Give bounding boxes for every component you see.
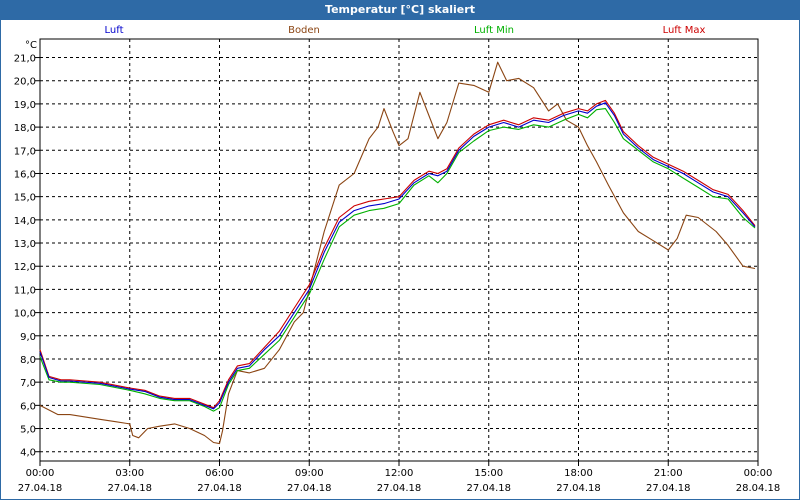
- x-tick-time: 18:00: [564, 468, 593, 479]
- y-tick-label: 20,0: [14, 77, 36, 88]
- x-tick-time: 03:00: [115, 468, 144, 479]
- y-tick-label: 11,0: [14, 285, 36, 296]
- y-tick-label: 10,0: [14, 309, 36, 320]
- y-tick-label: 13,0: [14, 239, 36, 250]
- chart-area: Luft Boden Luft Min Luft Max °C 4,0 5,0 6,0 7,0…: [0, 20, 800, 500]
- x-tick-date: 27.04.18: [287, 483, 332, 494]
- x-tick-time: 00:00: [744, 468, 773, 479]
- x-tick-date: 27.04.18: [107, 483, 152, 494]
- legend-item: Boden: [288, 25, 320, 36]
- y-tick-label: 21,0: [14, 54, 36, 65]
- x-tick-time: 09:00: [295, 468, 324, 479]
- x-tick-date: 27.04.18: [646, 483, 691, 494]
- y-tick-label: 16,0: [14, 169, 36, 180]
- x-tick-date: 27.04.18: [18, 483, 63, 494]
- y-tick-label: 6,0: [20, 401, 36, 412]
- y-axis: °C 4,0 5,0 6,0 7,0 8,0 9,0 10,0 11,0 12,0 13,0 14,0…: [14, 40, 40, 459]
- y-tick-label: 8,0: [20, 355, 36, 366]
- x-tick-time: 00:00: [26, 468, 55, 479]
- series-line-luft: [39, 102, 756, 410]
- x-tick-time: 06:00: [205, 468, 234, 479]
- y-axis-label: °C: [25, 40, 37, 51]
- legend: Luft Boden Luft Min Luft Max: [105, 25, 706, 36]
- y-tick-label: 18,0: [14, 123, 36, 134]
- y-tick-label: 12,0: [14, 262, 36, 273]
- y-tick-label: 17,0: [14, 146, 36, 157]
- y-tick-label: 5,0: [20, 425, 36, 436]
- series-lines: [39, 61, 756, 445]
- legend-item: Luft: [105, 25, 124, 36]
- x-tick-date: 27.04.18: [197, 483, 242, 494]
- series-line-luft-max: [39, 99, 756, 409]
- y-tick-label: 14,0: [14, 216, 36, 227]
- series-line-boden: [39, 61, 756, 445]
- x-axis: 00:00 27.04.18 03:00 27.04.18 06:00 27.04.18 0…: [18, 461, 781, 494]
- y-tick-label: 9,0: [20, 332, 36, 343]
- x-tick-time: 15:00: [474, 468, 503, 479]
- chart-title: Temperatur [°C] skaliert: [0, 0, 800, 20]
- x-tick-time: 12:00: [385, 468, 414, 479]
- y-tick-label: 4,0: [20, 448, 36, 459]
- series-line-luft-min: [39, 108, 756, 412]
- x-tick-date: 28.04.18: [736, 483, 781, 494]
- x-tick-date: 27.04.18: [556, 483, 601, 494]
- y-tick-label: 19,0: [14, 100, 36, 111]
- grid: [40, 39, 758, 461]
- x-tick-time: 21:00: [654, 468, 683, 479]
- y-tick-label: 7,0: [20, 378, 36, 389]
- legend-item: Luft Min: [474, 25, 514, 36]
- line-chart: Luft Boden Luft Min Luft Max °C 4,0 5,0 6,0 7,0…: [14, 25, 781, 494]
- legend-item: Luft Max: [663, 25, 706, 36]
- x-tick-date: 27.04.18: [466, 483, 511, 494]
- x-tick-date: 27.04.18: [377, 483, 422, 494]
- y-tick-label: 15,0: [14, 193, 36, 204]
